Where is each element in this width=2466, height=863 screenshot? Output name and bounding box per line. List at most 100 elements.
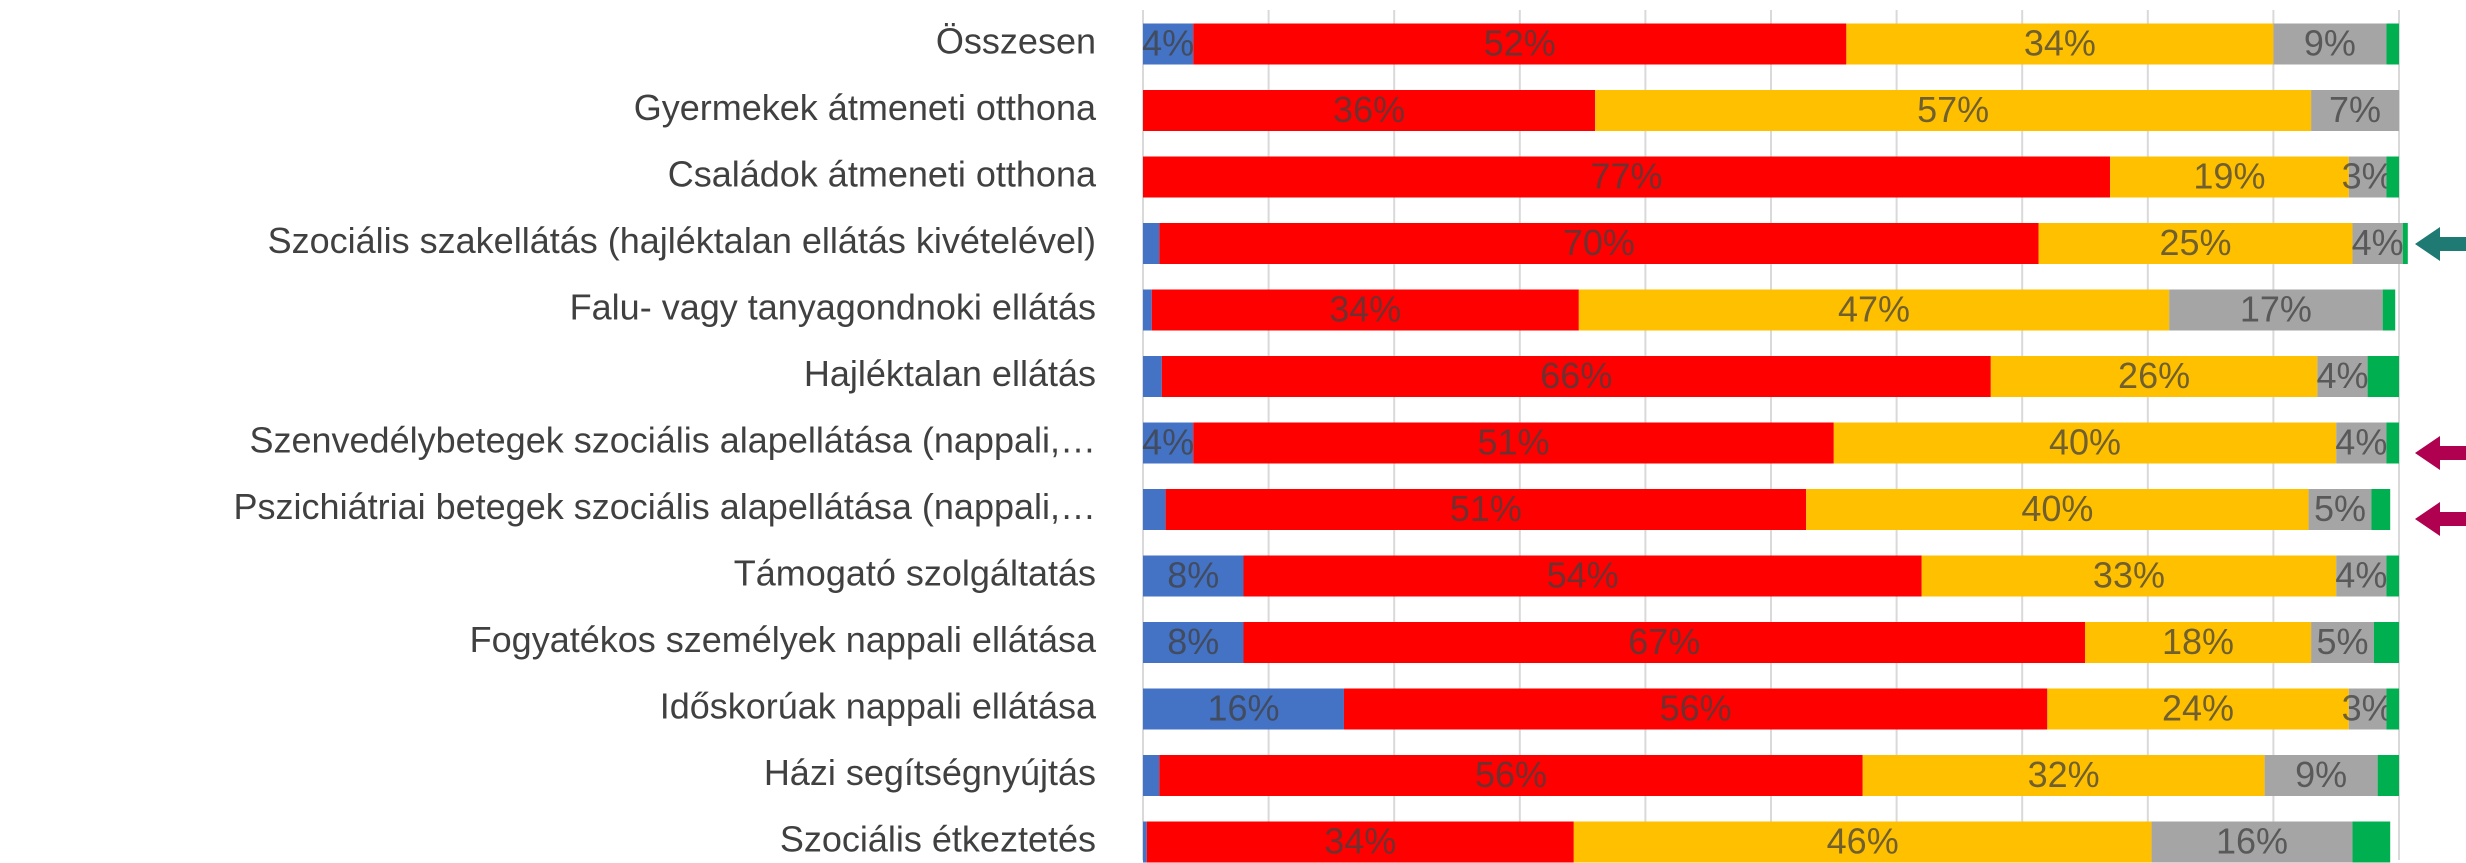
data-label: 66% [1540, 355, 1612, 396]
arrow-teal [2415, 227, 2466, 261]
bar-segment [2273, 23, 2387, 65]
category-label: Pszichiátriai betegek szociális alapellá… [234, 486, 1096, 527]
category-label: Támogató szolgáltatás [734, 553, 1096, 594]
bar-segment [2110, 156, 2349, 198]
data-label: 40% [2049, 422, 2121, 463]
category-label: Szociális szakellátás (hajléktalan ellát… [268, 220, 1096, 261]
bar-segment [2352, 821, 2391, 863]
bar-segment [2352, 223, 2403, 264]
data-label: 36% [1333, 89, 1405, 130]
bar-segment [1146, 821, 1574, 863]
bar-segment [1990, 356, 2318, 397]
bar-segment [1143, 755, 1160, 796]
data-label: 40% [2021, 488, 2093, 529]
bar-segment [1143, 422, 1194, 464]
bar-segment [1165, 489, 1807, 530]
category-label: Házi segítségnyújtás [764, 752, 1096, 793]
bar-segment [2386, 422, 2399, 464]
bar-segment [2317, 356, 2368, 397]
bar-segment [1846, 23, 2274, 65]
category-label: Falu- vagy tanyagondnoki ellátás [570, 287, 1096, 328]
category-label: Gyermekek átmeneti otthona [634, 87, 1097, 128]
bar-segment [1143, 821, 1147, 863]
bar-segment [1343, 688, 2048, 730]
data-label: 4% [2335, 555, 2387, 596]
arrows [2415, 227, 2466, 536]
bar-segment [2373, 622, 2399, 663]
bar-segment [2386, 156, 2399, 198]
data-label: 9% [2304, 23, 2356, 64]
bar-segment [1243, 622, 2085, 663]
bar-segment [1578, 289, 2170, 331]
bar-segment [1143, 489, 1166, 530]
bar-segment [2264, 755, 2378, 796]
bar-segment [2336, 555, 2387, 597]
bar-segment [1193, 23, 1847, 65]
bar-segment [1143, 356, 1162, 397]
data-label: 34% [2024, 23, 2096, 64]
category-label: Szenvedélybetegek szociális alapellátása… [249, 420, 1096, 461]
data-label: 24% [2162, 688, 2234, 729]
data-label: 9% [2295, 754, 2347, 795]
data-label: 70% [1563, 222, 1635, 263]
data-label: 47% [1838, 289, 1910, 330]
data-label: 7% [2329, 89, 2381, 130]
data-label: 4% [2335, 422, 2387, 463]
data-label: 19% [2193, 156, 2265, 197]
data-label: 51% [1477, 422, 1549, 463]
data-label: 33% [2093, 555, 2165, 596]
arrow-magenta [2415, 502, 2466, 536]
data-label: 17% [2240, 289, 2312, 330]
data-label: 77% [1591, 156, 1663, 197]
category-label: Szociális étkeztetés [780, 819, 1096, 860]
bar-segment [2311, 90, 2399, 131]
bar-segment [1143, 688, 1344, 730]
bar-segment [2386, 688, 2399, 730]
data-label: 4% [2316, 355, 2368, 396]
data-label: 8% [1167, 555, 1219, 596]
bar-segment [2371, 489, 2391, 530]
bar-segment [2348, 688, 2387, 730]
bar-segment [2047, 688, 2349, 730]
bar-segment [2377, 755, 2399, 796]
bar-segment [1193, 422, 1834, 464]
bar-segment [2038, 223, 2353, 264]
data-label: 56% [1660, 688, 1732, 729]
data-label: 16% [1207, 688, 1279, 729]
bar-segment [1862, 755, 2265, 796]
data-label: 26% [2118, 355, 2190, 396]
category-label: Hajléktalan ellátás [804, 353, 1096, 394]
bar-segment [2085, 622, 2312, 663]
data-label: 5% [2316, 621, 2368, 662]
data-label: 4% [1142, 422, 1194, 463]
bar-segment [2367, 356, 2399, 397]
data-label: 3% [2342, 688, 2394, 729]
bar-segment [1159, 755, 1863, 796]
data-label: 34% [1324, 821, 1396, 862]
bar-segment [1595, 90, 2312, 131]
data-label: 67% [1628, 621, 1700, 662]
bar-segment [2311, 622, 2374, 663]
bar-segment [2382, 289, 2396, 331]
bar-segment [1143, 90, 1596, 131]
data-label: 54% [1547, 555, 1619, 596]
bar-segment [1151, 289, 1579, 331]
bar-segment [1243, 555, 1922, 597]
data-label: 4% [2352, 222, 2404, 263]
bar-segment [1573, 821, 2152, 863]
data-label: 56% [1475, 754, 1547, 795]
data-label: 46% [1827, 821, 1899, 862]
data-label: 8% [1167, 621, 1219, 662]
data-label: 3% [2342, 156, 2394, 197]
arrow-magenta [2415, 436, 2466, 470]
bar-segment [2386, 555, 2399, 597]
data-label: 57% [1917, 89, 1989, 130]
category-label: Összesen [936, 21, 1096, 62]
bar-segment [1143, 223, 1160, 264]
data-label: 25% [2159, 222, 2231, 263]
bar-segment [1159, 223, 2039, 264]
data-label: 51% [1450, 488, 1522, 529]
bar-segment [2169, 289, 2383, 331]
bar-segment [2336, 422, 2387, 464]
